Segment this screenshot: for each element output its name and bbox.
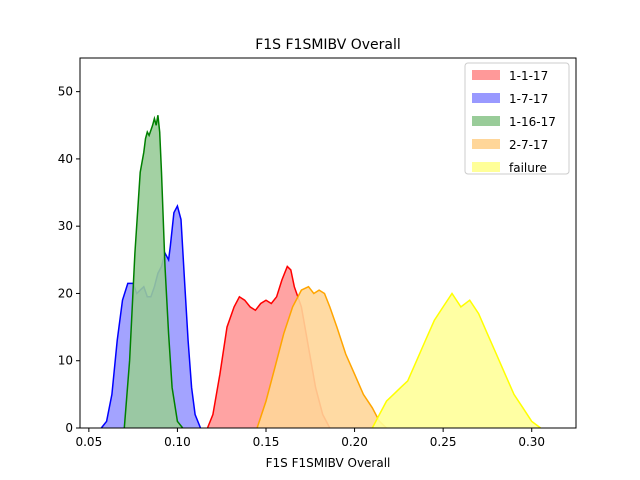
x-tick-label: 0.25 (430, 435, 457, 449)
x-tick-label: 0.20 (341, 435, 368, 449)
y-tick-label: 20 (58, 286, 73, 300)
legend: 1-1-17 1-7-17 1-16-17 2-7-17 failure (464, 62, 570, 175)
series-line-2 (123, 115, 184, 429)
x-tick-label: 0.10 (164, 435, 191, 449)
x-tick-label: 0.05 (75, 435, 102, 449)
y-tick-label: 40 (58, 152, 73, 166)
y-tick-label: 10 (58, 354, 73, 368)
plot-areas (100, 115, 542, 429)
series-area-4 (372, 293, 541, 428)
legend-swatch (472, 116, 500, 126)
legend-label: 1-7-17 (509, 92, 548, 106)
x-tick-label: 0.15 (253, 435, 280, 449)
plot-frame (79, 57, 577, 429)
series-area-3 (257, 286, 387, 428)
series-line-3 (256, 285, 388, 429)
series-line-4 (371, 292, 542, 429)
legend-label: failure (509, 161, 547, 175)
legend-label: 1-1-17 (509, 69, 548, 83)
legend-label: 2-7-17 (509, 138, 548, 152)
x-axis: 0.05 0.10 0.15 0.20 0.25 0.30 (75, 428, 545, 449)
y-tick-label: 30 (58, 219, 73, 233)
x-axis-label: F1S F1SMIBV Overall (266, 456, 391, 470)
legend-swatch (472, 70, 500, 80)
y-tick-label: 0 (65, 421, 73, 435)
y-tick-label: 50 (58, 85, 73, 99)
legend-swatch (472, 162, 500, 172)
legend-swatch (472, 93, 500, 103)
x-tick-label: 0.30 (518, 435, 545, 449)
legend-swatch (472, 139, 500, 149)
chart-title: F1S F1SMIBV Overall (255, 37, 401, 53)
legend-label: 1-16-17 (509, 115, 556, 129)
y-axis: 0 10 20 30 40 50 (58, 85, 80, 435)
